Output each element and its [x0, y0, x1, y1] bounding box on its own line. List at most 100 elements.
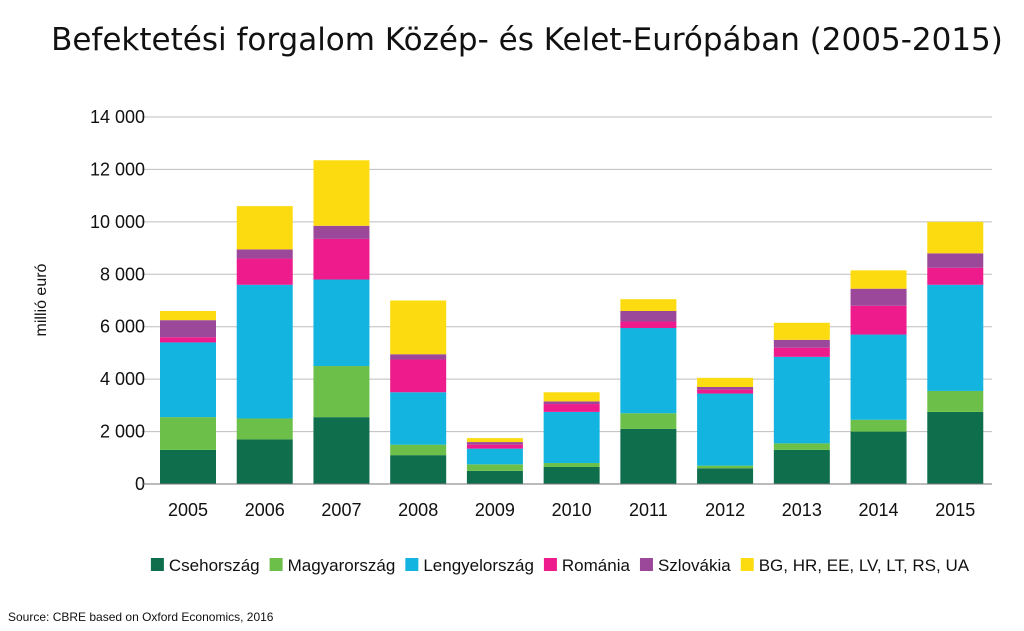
bar-segment: [697, 393, 754, 466]
legend-label: Szlovákia: [658, 556, 731, 575]
bar-segment: [927, 411, 984, 484]
bar-segment: [850, 288, 907, 306]
bar-segment: [927, 253, 984, 268]
y-tick-label: 12 000: [90, 159, 145, 179]
legend-label: Lengyelország: [423, 556, 534, 575]
y-tick-label: 6 000: [100, 317, 145, 337]
bar-segment: [773, 443, 830, 450]
bar-segment: [160, 417, 216, 450]
x-tick-label: 2008: [398, 500, 438, 520]
bar-segment: [313, 225, 370, 239]
bar-segment: [543, 392, 600, 402]
bar-segment: [543, 463, 600, 467]
bar-segment: [773, 322, 830, 340]
bar-segment: [850, 270, 907, 289]
bar-segment: [543, 411, 600, 464]
legend-item: BG, HR, EE, LV, LT, RS, UA: [740, 556, 970, 575]
bar-segment: [236, 418, 293, 440]
x-tick-label: 2013: [782, 500, 822, 520]
bar-segment: [160, 337, 216, 343]
x-tick-label: 2011: [629, 500, 668, 520]
legend-label: BG, HR, EE, LV, LT, RS, UA: [759, 556, 970, 575]
y-axis-ticks: 0 2 000 4 000 6 000 8 000 10 000 12 000 14 000: [90, 107, 145, 494]
bar-segment: [620, 321, 677, 329]
x-tick-label: 2012: [705, 500, 745, 520]
bar-segment: [236, 439, 293, 484]
source-note: Source: CBRE based on Oxford Economics, …: [8, 610, 274, 624]
x-tick-label: 2007: [321, 500, 361, 520]
legend-swatch: [639, 558, 653, 571]
y-tick-label: 2 000: [100, 422, 145, 442]
bar-segment: [543, 466, 600, 484]
bar-segment: [160, 320, 216, 338]
y-tick-label: 14 000: [90, 107, 145, 127]
legend-swatch: [740, 558, 754, 571]
bar-segment: [927, 221, 984, 254]
bar-segment: [466, 464, 523, 471]
bar-segment: [927, 284, 984, 391]
x-tick-label: 2006: [245, 500, 285, 520]
bar-segment: [620, 428, 677, 484]
x-tick-label: 2014: [859, 500, 899, 520]
bar-segment: [313, 238, 370, 280]
bar-segment: [773, 449, 830, 484]
legend-item: Csehország: [150, 556, 260, 575]
legend-swatch: [543, 558, 557, 571]
legend-item: Lengyelország: [405, 556, 534, 575]
legend-label: Románia: [562, 556, 631, 575]
y-tick-label: 0: [135, 474, 145, 494]
bar-segment: [313, 417, 370, 484]
bar-segment: [543, 404, 600, 412]
bar-segment: [850, 431, 907, 484]
bar-segment: [466, 470, 523, 484]
bar-segment: [543, 401, 600, 405]
legend-item: Magyarország: [269, 556, 396, 575]
legend-label: Magyarország: [288, 556, 396, 575]
bar-segment: [697, 465, 754, 469]
x-tick-label: 2010: [552, 500, 592, 520]
legend-swatch: [150, 558, 164, 571]
bar-segment: [466, 444, 523, 449]
legend-swatch: [405, 558, 419, 571]
bar-segment: [313, 366, 370, 418]
bar-segment: [390, 392, 447, 445]
bar-segment: [313, 279, 370, 367]
x-tick-label: 2009: [475, 500, 515, 520]
bar-segment: [390, 300, 447, 355]
bar-segment: [466, 442, 523, 445]
bar-segment: [390, 354, 447, 360]
bar-segment: [927, 390, 984, 412]
bar-segment: [390, 455, 447, 484]
bar-segment: [390, 359, 447, 393]
bar-segment: [927, 267, 984, 285]
chart-title: Befektetési forgalom Közép- és Kelet-Eur…: [51, 22, 1003, 58]
legend-swatch: [269, 558, 283, 571]
bar-segment: [160, 310, 216, 321]
bar-segment: [236, 206, 293, 250]
y-axis-label: millió euró: [33, 263, 50, 336]
x-tick-label: 2015: [935, 500, 975, 520]
x-axis-ticks: 2005 2006 2007 2008 2009 2010 2011 2012 2013 2014…: [168, 500, 975, 520]
bar-segment: [697, 389, 754, 394]
bar-segment: [236, 284, 293, 419]
x-tick-label: 2005: [168, 500, 208, 520]
legend-item: Szlovákia: [639, 556, 731, 575]
bar-segment: [466, 448, 523, 465]
bar-segment: [160, 342, 216, 418]
bar-segment: [773, 347, 830, 357]
bar-segment: [620, 299, 677, 311]
y-tick-label: 4 000: [100, 369, 145, 389]
bar-segment: [390, 444, 447, 456]
y-tick-label: 10 000: [90, 212, 145, 232]
legend: Csehország Magyarország Lengyelország Román…: [150, 556, 970, 575]
bar-segment: [313, 160, 370, 226]
bar-segment: [236, 249, 293, 259]
bar-segment: [773, 339, 830, 348]
bar-segment: [620, 328, 677, 414]
bar-segment: [850, 419, 907, 432]
bar-segment: [697, 377, 754, 388]
bar-segment: [620, 310, 677, 322]
legend-label: Csehország: [169, 556, 260, 575]
bar-segment: [160, 449, 216, 484]
